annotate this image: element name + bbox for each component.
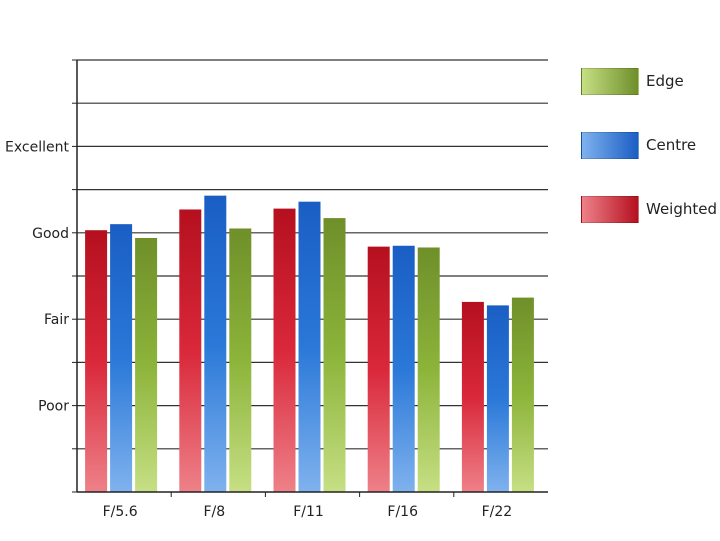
bar-edge-f-22 bbox=[511, 297, 534, 492]
legend-swatch-centre bbox=[581, 131, 639, 159]
bars bbox=[85, 195, 534, 493]
bar-centre-f-5-6 bbox=[110, 224, 133, 492]
x-tick-label: F/11 bbox=[293, 504, 324, 520]
y-tick-labels: Poor Fair Good Excellent bbox=[5, 139, 69, 414]
bar-weighted-f-16 bbox=[367, 246, 390, 492]
y-tick-label: Excellent bbox=[5, 139, 69, 155]
bar-weighted-f-5-6 bbox=[85, 230, 108, 492]
x-tick-label: F/8 bbox=[203, 504, 225, 520]
bar-centre-f-8 bbox=[204, 195, 227, 492]
y-tick-label: Poor bbox=[38, 399, 69, 415]
legend-label: Weighted bbox=[646, 200, 718, 218]
bar-edge-f-5-6 bbox=[135, 237, 158, 492]
legend-item-centre: Centre bbox=[581, 130, 696, 160]
legend-swatch-edge bbox=[581, 67, 639, 95]
x-tick-label: F/22 bbox=[482, 504, 513, 520]
legend-item-weighted: Weighted bbox=[581, 194, 717, 224]
axes bbox=[72, 59, 548, 497]
x-tick-labels: F/5.6 F/8 F/11 F/16 F/22 bbox=[103, 504, 513, 520]
x-tick-label: F/5.6 bbox=[103, 504, 138, 520]
bar-edge-f-16 bbox=[417, 247, 440, 492]
legend-swatch-weighted bbox=[581, 195, 639, 223]
bar-edge-f-11 bbox=[323, 218, 346, 492]
legend-item-edge: Edge bbox=[581, 66, 684, 96]
bar-centre-f-11 bbox=[298, 201, 321, 493]
legend-label: Edge bbox=[646, 72, 684, 90]
bar-weighted-f-11 bbox=[273, 208, 296, 492]
bar-centre-f-16 bbox=[392, 245, 415, 492]
legend-label: Centre bbox=[646, 136, 697, 154]
bar-centre-f-22 bbox=[486, 305, 509, 492]
y-tick-label: Good bbox=[32, 226, 69, 242]
bar-weighted-f-22 bbox=[461, 301, 484, 492]
bar-edge-f-8 bbox=[229, 228, 252, 493]
x-tick-label: F/16 bbox=[387, 504, 418, 520]
bar-weighted-f-8 bbox=[179, 209, 202, 493]
y-tick-label: Fair bbox=[44, 312, 69, 328]
